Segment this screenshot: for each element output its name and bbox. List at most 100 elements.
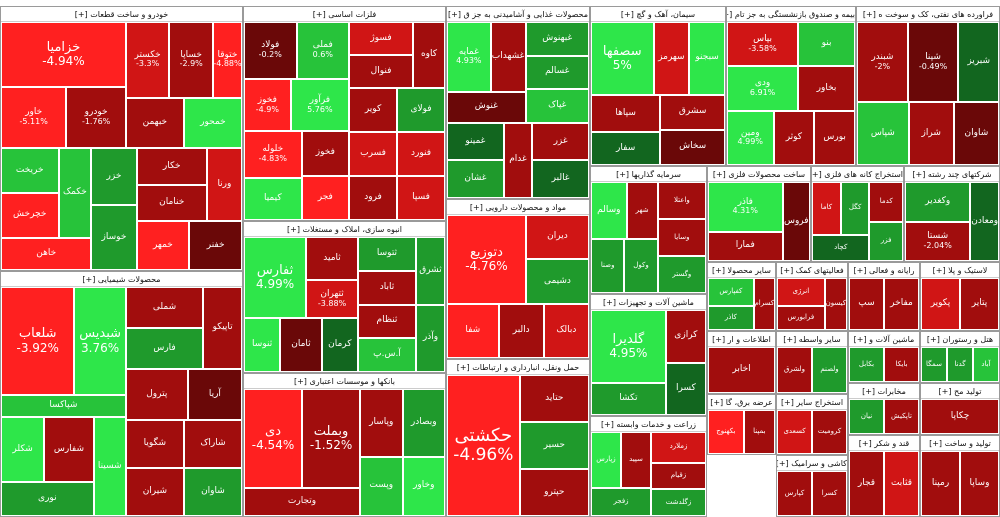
stock-tile[interactable]: بکابل [849,347,884,382]
stock-tile[interactable]: شاراک [183,420,242,469]
stock-tile[interactable]: کسرا [812,471,847,516]
stock-tile[interactable]: ختوقا -4.88% [212,22,242,98]
stock-tile[interactable]: ولشرق [777,347,812,393]
stock-tile[interactable]: فنوال [349,55,414,88]
stock-tile[interactable]: کویر [349,88,398,132]
stock-tile[interactable]: سبجنو [689,22,725,95]
stock-tile[interactable]: آ.س.پ [357,338,416,372]
stock-tile[interactable]: خمهر [136,221,190,270]
stock-tile[interactable]: شپنا -0.49% [907,22,959,103]
sector-title[interactable]: فراورده های نفتی، کک و سوخت ه [+] [857,7,999,22]
stock-tile[interactable]: فملی 0.6% [296,22,350,80]
sector-title[interactable]: بانکها و موسسات اعتباری [+] [244,374,445,389]
stock-tile[interactable]: خفنر [189,221,242,270]
stock-tile[interactable]: خکار [136,148,207,185]
stock-tile[interactable]: خلوله -4.83% [244,131,302,179]
stock-tile[interactable]: خنامان [136,184,207,222]
stock-tile[interactable]: آباد [973,347,999,382]
sector-title[interactable]: انبوه سازی، املاک و مستغلات [+] [244,222,445,237]
stock-tile[interactable]: وسالم [591,182,627,240]
stock-tile[interactable]: دتوزیع -4.76% [447,215,526,304]
stock-tile[interactable]: بمپنا [743,410,775,454]
stock-tile[interactable]: غالبر [532,160,589,198]
stock-tile[interactable]: خوساز [91,205,137,270]
stock-tile[interactable]: شبریز [958,22,999,103]
stock-tile[interactable]: سفار [591,132,661,165]
sector-title[interactable]: شرکتهای چند رشته [+] [905,167,999,182]
sector-title[interactable]: کاشی و سرامیک [+] [777,456,847,471]
stock-tile[interactable]: دبالک [543,303,589,358]
stock-tile[interactable]: فمارا [708,231,783,261]
stock-tile[interactable]: ومین 4.99% [727,110,774,165]
stock-tile[interactable]: کسرا [665,362,706,415]
stock-tile[interactable]: فخوز [301,131,350,176]
stock-tile[interactable]: وصنا [591,239,625,293]
sector-title[interactable]: مخابرات [+] [849,384,919,399]
stock-tile[interactable]: خودرو -1.76% [66,86,126,149]
stock-tile[interactable]: ثامید [306,237,358,281]
stock-tile[interactable]: شسینا [93,417,126,516]
stock-tile[interactable]: خزر [91,148,137,206]
stock-tile[interactable]: شیران [125,468,184,516]
stock-tile[interactable]: فرآور 5.76% [290,79,350,132]
stock-tile[interactable]: تاپکیش [884,399,919,434]
stock-tile[interactable]: خاهن [1,237,92,270]
stock-tile[interactable]: شپاکسا [1,395,126,418]
stock-tile[interactable]: کاما [812,182,841,235]
stock-tile[interactable]: ولصنم [812,347,847,393]
stock-tile[interactable]: فولاد -0.2% [244,22,297,80]
stock-tile[interactable]: شکلر [1,417,45,482]
stock-tile[interactable]: شفا [447,303,499,358]
stock-tile[interactable]: خکستر -3.3% [125,22,170,98]
stock-tile[interactable]: کیسون [824,278,847,330]
stock-tile[interactable]: تاپیکو [203,287,242,370]
stock-tile[interactable]: سپاها [591,94,661,133]
stock-tile[interactable]: فسوژ [349,22,414,55]
sector-title[interactable]: هتل و رستوران [+] [921,332,999,347]
stock-tile[interactable]: کگل [840,182,870,235]
stock-tile[interactable]: غمایه 4.93% [447,22,491,92]
stock-tile[interactable]: خریخت [1,148,59,193]
stock-tile[interactable]: اخابر [708,347,775,393]
sector-title[interactable]: مواد و محصولات دارویی [+] [447,200,589,215]
stock-tile[interactable]: زپارس [591,432,621,488]
sector-title[interactable]: سایر واسطه [+] [777,332,847,347]
stock-tile[interactable]: وکغدیر [905,182,971,222]
stock-tile[interactable]: سصفها 5% [591,22,654,95]
sector-title[interactable]: تولید و ساخت [+] [921,436,999,451]
stock-tile[interactable]: سپ [849,278,884,330]
stock-tile[interactable]: غشان [447,160,504,198]
stock-tile[interactable]: خزامیا -4.94% [1,22,126,87]
stock-tile[interactable]: ثامان [280,318,322,372]
stock-tile[interactable]: سخاش [660,129,725,165]
stock-tile[interactable]: فنورد [397,132,445,176]
stock-tile[interactable]: کفپارس [708,278,754,306]
stock-tile[interactable]: چکاپا [921,399,999,434]
stock-tile[interactable]: کوثر [773,110,815,165]
stock-tile[interactable]: ورنا [206,148,242,222]
stock-tile[interactable]: وگستر [657,256,706,293]
stock-tile[interactable]: شملی [125,287,204,328]
sector-title[interactable]: قند و شکر [+] [849,436,919,451]
stock-tile[interactable]: پترول [125,369,188,421]
stock-tile[interactable]: غشهداب [490,22,526,92]
stock-tile[interactable]: کسرام [753,278,775,330]
stock-tile[interactable]: خکمک [58,148,92,238]
stock-tile[interactable]: شاوان [953,102,999,165]
stock-tile[interactable]: قثابت [884,451,919,516]
stock-tile[interactable]: وپست [360,456,403,516]
stock-tile[interactable]: ثتهران -3.88% [306,280,358,318]
stock-tile[interactable]: شفارس [44,417,94,482]
stock-tile[interactable]: فولای [397,88,445,132]
stock-tile[interactable]: شهر [626,182,658,240]
stock-tile[interactable]: شپاس [857,102,909,165]
stock-tile[interactable]: انرژی [777,278,825,306]
stock-tile[interactable]: فرابورس [777,305,825,330]
stock-tile[interactable]: بایکا [884,347,919,382]
sector-title[interactable]: رایانه و فعالی [+] [849,263,919,278]
stock-tile[interactable]: قجار [849,451,884,516]
stock-tile[interactable]: کدما [869,182,903,222]
stock-tile[interactable]: شبندر -2% [857,22,908,103]
stock-tile[interactable]: پکویر [921,278,960,330]
stock-tile[interactable]: بخاور [798,66,855,111]
